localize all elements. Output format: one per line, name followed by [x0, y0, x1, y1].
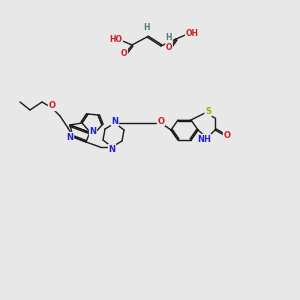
Text: H: H	[144, 23, 150, 32]
Text: O: O	[49, 101, 56, 110]
Text: O: O	[121, 49, 127, 58]
Text: H: H	[166, 34, 172, 43]
Text: S: S	[205, 107, 211, 116]
Text: N: N	[89, 128, 97, 136]
Text: N: N	[112, 116, 118, 125]
Text: N: N	[109, 145, 116, 154]
Text: O: O	[166, 44, 172, 52]
Text: O: O	[224, 130, 230, 140]
Text: O: O	[158, 116, 164, 125]
Text: OH: OH	[185, 28, 199, 38]
Text: HO: HO	[110, 34, 122, 43]
Text: N: N	[67, 133, 73, 142]
Text: NH: NH	[197, 134, 211, 143]
